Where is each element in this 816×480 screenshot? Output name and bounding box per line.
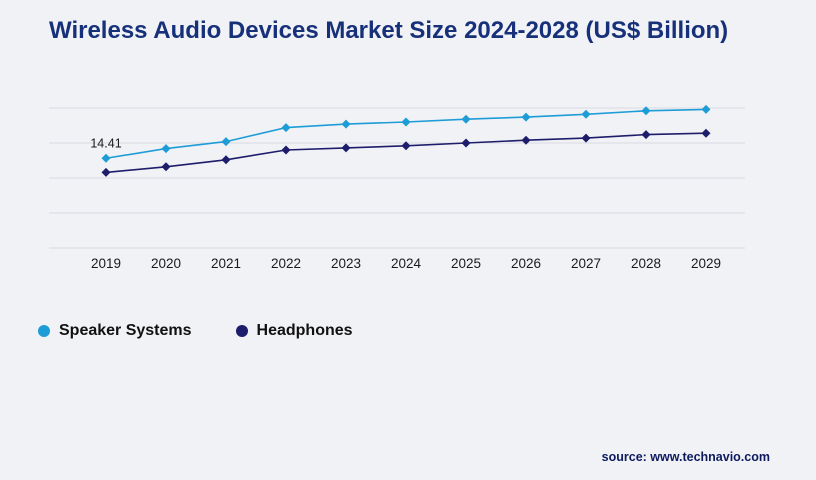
x-axis-label: 2025 (451, 256, 481, 271)
source-attribution: source: www.technavio.com (601, 450, 770, 464)
legend-item-speaker-systems[interactable]: Speaker Systems (38, 322, 192, 340)
x-axis-label: 2023 (331, 256, 361, 271)
x-axis-label: 2024 (391, 256, 422, 271)
legend-label: Headphones (256, 322, 353, 339)
data-point-label: 14.41 (90, 136, 121, 150)
legend-item-headphones[interactable]: Headphones (235, 322, 353, 340)
x-axis-label: 2027 (571, 256, 601, 271)
speaker-systems-dot-icon (38, 325, 50, 337)
headphones-dot-icon (235, 325, 248, 337)
legend-label: Speaker Systems (59, 322, 192, 339)
chart-title: Wireless Audio Devices Market Size 2024-… (49, 17, 729, 44)
x-axis-label: 2026 (511, 256, 541, 271)
x-axis-label: 2022 (271, 256, 301, 271)
x-axis-label: 2021 (211, 256, 241, 271)
x-axis-label: 2029 (691, 256, 721, 271)
x-axis-label: 2028 (631, 256, 661, 271)
x-axis-label: 2020 (151, 256, 181, 271)
line-chart: 2019 2020 2021 2022 2023 2024 2025 2026 2027 2028… (49, 104, 745, 271)
x-axis-label: 2019 (91, 256, 121, 271)
chart-legend: Speaker Systems Headphones (38, 322, 353, 340)
